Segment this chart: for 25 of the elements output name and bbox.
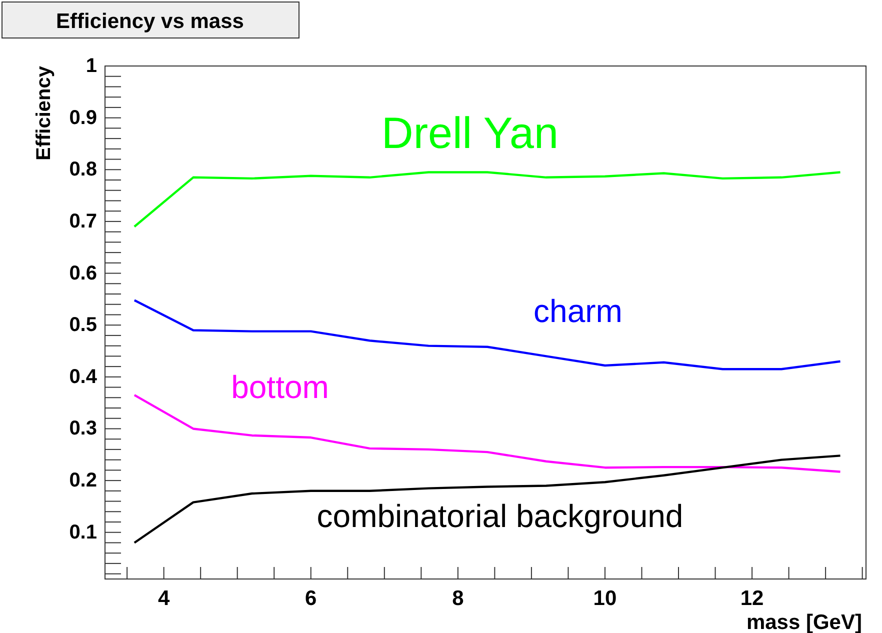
x-tick-label: 8 [452,587,464,610]
x-tick-label: 6 [305,587,317,610]
y-tick-label: 0.7 [69,210,97,232]
x-axis-title: mass [GeV] [746,611,862,633]
y-tick-label: 0.8 [69,158,97,181]
y-tick-label: 0.1 [69,521,97,544]
series-label: charm [534,293,622,329]
y-tick-label: 1 [86,55,97,77]
chart-title: Efficiency vs mass [56,10,244,33]
y-tick-label: 0.5 [69,314,97,336]
series-label: combinatorial background [316,498,684,534]
x-tick-label: 12 [740,587,764,610]
series-label: Drell Yan [382,109,558,158]
y-tick-label: 0.3 [69,418,97,440]
line-series [133,454,842,544]
series-label: bottom [231,369,329,405]
line-series [133,171,842,228]
y-tick-label: 0.9 [69,106,97,129]
y-tick-label: 0.2 [69,470,97,492]
x-tick-label: 10 [593,587,617,610]
y-tick-label: 0.6 [69,262,97,284]
line-series [133,299,842,370]
y-axis-title: Efficiency [33,65,55,160]
y-tick-label: 0.4 [69,366,98,388]
x-tick-label: 4 [158,587,170,610]
